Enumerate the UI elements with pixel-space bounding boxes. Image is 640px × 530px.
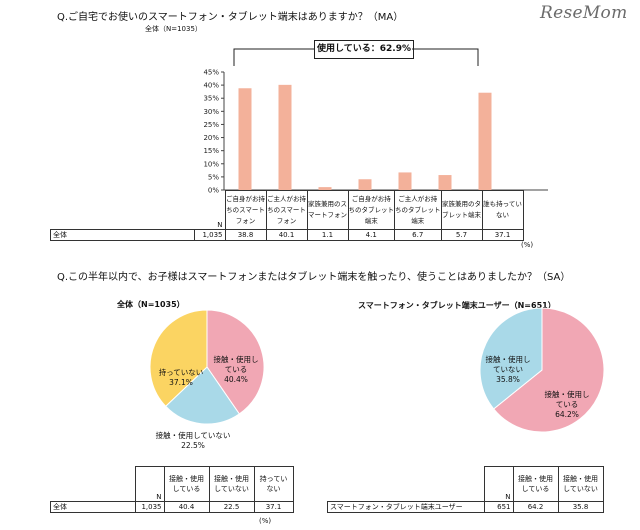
pie-right-title: スマートフォン・タブレット端末ユーザー（N=651） (358, 301, 556, 310)
bar (238, 88, 252, 190)
category-label: ちのスマート (267, 205, 306, 214)
cell: 1,035 (134, 501, 165, 513)
category-label: 端末 (411, 216, 425, 225)
col-header: 接触・使用 している (163, 466, 210, 502)
q1-base-label: 全体（N=1035） (145, 25, 202, 33)
category-cell: ご自身がお持 ちのタブレット 端末 (347, 190, 395, 230)
slice-label: 64.2% (555, 410, 579, 419)
value-cell: 5.7 (440, 229, 483, 241)
cell: 64.2 (512, 501, 559, 513)
row-label: 全体 (50, 501, 136, 513)
col-header: 接触・使用 していない (208, 466, 255, 502)
cell: 40.4 (163, 501, 210, 513)
category-cell: 家族兼用のス マートフォン (306, 190, 349, 230)
y-tick-label: 0% (208, 187, 219, 195)
y-tick-label: 20% (203, 134, 219, 142)
category-label: ご主人がお持 (267, 194, 306, 203)
y-tick-label: 30% (203, 108, 219, 116)
col-header: N (483, 466, 514, 502)
bar (478, 92, 492, 190)
q2-title: Q.この半年以内で、お子様はスマートフォンまたはタブレット端末を触ったり、使うこ… (57, 272, 571, 283)
site-logo: ReseMom (540, 3, 628, 23)
category-label: 家族兼用のス (308, 200, 347, 208)
y-tick-label: 40% (203, 82, 219, 90)
y-tick-label: 5% (208, 173, 219, 181)
bar (278, 84, 292, 190)
table-left-unit: (%) (259, 517, 272, 525)
cell: 37.1 (253, 501, 294, 513)
bar (358, 179, 372, 190)
cell: 22.5 (208, 501, 255, 513)
category-label: ご主人がお持 (398, 194, 438, 203)
bar (438, 175, 452, 190)
y-tick-label: 15% (203, 147, 219, 155)
value-cell: 1.1 (306, 229, 349, 241)
category-label: 誰も持ってい (483, 200, 522, 208)
bar-data-table: N ご自身がお持 ちのスマート フォン ご主人がお持 ちのスマート フォン 家族兼用のス… (50, 190, 524, 241)
category-label: ご自身がお持 (351, 194, 391, 203)
category-cell: ご自身がお持 ちのスマート フォン (224, 190, 267, 230)
category-label: ちのタブレット (395, 205, 441, 214)
category-cell: ご主人がお持 ちのタブレット 端末 (394, 190, 442, 230)
row-label: 全体 (50, 229, 195, 241)
slice-label: ている (556, 400, 579, 409)
category-label: ご自身がお持 (226, 194, 265, 203)
category-label: フォン (235, 216, 256, 225)
bar (318, 187, 332, 190)
q1-unit: (%) (521, 241, 534, 249)
pie-slice (206, 309, 265, 415)
category-label: 端末 (364, 216, 378, 225)
slice-label: 接触・使用し (545, 389, 590, 399)
y-tick-label: 45% (203, 69, 219, 77)
col-header: N (134, 466, 165, 502)
cell: 35.8 (557, 501, 604, 513)
pie-slice (493, 307, 605, 433)
slice-label: 37.1% (169, 378, 193, 387)
slice-label: 22.5% (181, 441, 205, 450)
slice-label: 40.4% (224, 375, 248, 384)
pie-slice (479, 307, 543, 410)
pie-slice (149, 309, 208, 407)
pie-left-table: N 接触・使用 している 接触・使用 していない 持ってい ない 全体 1,035 4… (50, 466, 294, 513)
y-tick-label: 35% (203, 95, 219, 103)
category-label: ブレット端末 (442, 211, 481, 219)
cell: 651 (483, 501, 514, 513)
q1-title: Q.ご自宅でお使いのスマートフォン・タブレット端末はありますか？（MA） (57, 12, 404, 23)
slice-label: 接触・使用し (214, 354, 259, 364)
col-header: 持ってい ない (253, 466, 294, 502)
n-header: N (217, 221, 223, 229)
pie-charts: 接触・使用している40.4%接触・使用していない22.5%持っていない37.1%… (149, 307, 605, 450)
slice-label: ている (225, 365, 248, 374)
col-header: 接触・使用 している (512, 466, 559, 502)
value-cell: 4.1 (347, 229, 395, 241)
callout-bracket (233, 48, 479, 66)
value-cell: 37.1 (481, 229, 524, 241)
y-tick-label: 25% (203, 121, 219, 129)
category-label: フォン (276, 216, 297, 225)
pie-slice (164, 366, 241, 425)
category-label: ちのスマート (226, 205, 265, 214)
slice-label: 接触・使用し (486, 354, 531, 364)
category-label: 家族兼用のタ (442, 200, 481, 208)
slice-label: 接触・使用していない (156, 430, 231, 440)
category-cell: ご主人がお持 ちのスマート フォン (265, 190, 308, 230)
value-cell: 6.7 (394, 229, 442, 241)
row-label: スマートフォン・タブレット端末ユーザー (327, 501, 485, 513)
y-tick-label: 10% (203, 160, 219, 168)
category-label: ない (496, 211, 509, 219)
col-header: 接触・使用 していない (557, 466, 604, 502)
slice-label: 持っていない (159, 367, 204, 377)
pie-right-table: N 接触・使用 している 接触・使用 していない スマートフォン・タブレット端末ユー… (327, 466, 604, 513)
value-cell: 38.8 (224, 229, 267, 241)
category-label: マートフォン (308, 211, 347, 219)
slice-label: ていない (493, 365, 523, 374)
category-label: ちのタブレット (348, 205, 395, 214)
category-cell: 誰も持ってい ない (481, 190, 524, 230)
pie-left-title: 全体（N=1035） (117, 300, 185, 309)
slice-label: 35.8% (496, 375, 520, 384)
bar (398, 172, 412, 190)
